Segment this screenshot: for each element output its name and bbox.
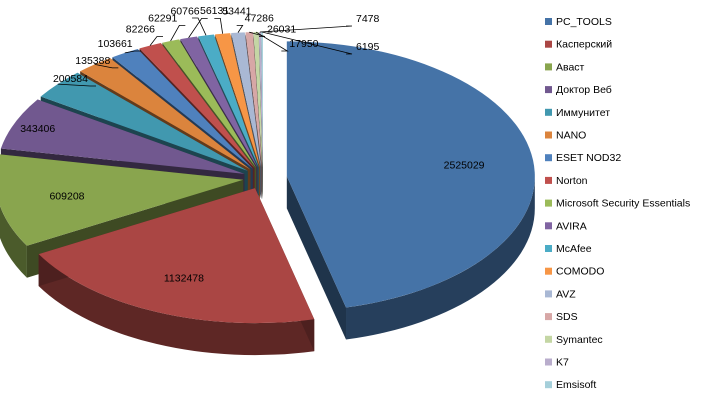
legend-label: Microsoft Security Essentials [556,198,690,210]
legend-swatch [545,176,552,184]
slice-side-1 [38,254,315,356]
legend-swatch [545,245,552,252]
data-label: 1132478 [164,272,204,284]
legend-label: Иммунитет [556,107,610,119]
legend-swatch [545,63,552,71]
data-label: 53441 [222,5,251,17]
legend-swatch [545,108,552,116]
legend-swatch [545,267,552,275]
legend-label: PC_TOOLS [556,16,612,28]
slice-nano [80,58,251,170]
leader-line [170,24,186,42]
legend-label: COMODO [556,266,604,278]
leader-lines [57,17,353,87]
legend-swatch [545,222,552,230]
slice-side-0 [346,176,535,340]
legend: PC_TOOLS Касперский Аваст Доктор Веб Иммунит… [545,16,690,391]
slice-comodo [215,33,260,168]
data-label: 62291 [148,12,177,24]
data-label: 56131 [200,5,229,17]
data-labels: 2525029 1132478 609208 343406 200584 135388 10… [20,5,484,284]
leader-line [249,31,266,37]
slice-face-0-1 [286,176,347,340]
legend-label: Касперский [556,39,612,51]
slice-eset-nod32 [112,48,253,169]
leader-line [259,25,353,33]
leader-line [261,31,353,55]
legend-label: AVZ [556,288,576,300]
legend-label: McAfee [556,243,592,255]
legend-label: NANO [556,130,586,142]
data-label: 82266 [126,24,155,36]
legend-swatch [545,335,552,343]
legend-label: SDS [556,311,578,323]
data-label: 135388 [75,55,110,67]
legend-swatch [545,381,552,389]
slice-avz [231,32,262,168]
data-label: 343406 [20,123,55,135]
data-label: 2525029 [444,160,485,172]
legend-label: Emsisoft [556,379,596,391]
legend-swatch [545,358,552,366]
leader-line [236,24,244,33]
slice-pc-tools [286,41,535,308]
leader-line [255,31,289,52]
slice-иммунитет [40,72,248,171]
slice-microsoft-security-essentials [162,39,257,168]
pie-slices [0,32,535,324]
legend-label: Доктор Веб [556,84,612,96]
legend-swatch [545,40,552,48]
legend-label: Аваст [556,61,585,73]
data-label: 6195 [356,41,380,53]
data-label: 200584 [53,73,88,85]
legend-label: Symantec [556,334,603,346]
slice-emsisoft [261,32,263,168]
slice-symantec [253,32,263,168]
leader-line [192,17,207,36]
leader-line [149,36,163,46]
legend-swatch [545,313,552,321]
slice-аваст [0,154,244,246]
slice-sds [245,32,262,168]
legend-label: K7 [556,357,569,369]
data-label: 17950 [289,38,318,50]
legend-swatch [545,86,552,94]
slice-k7 [258,32,263,168]
legend-swatch [545,154,552,162]
slice-касперский [38,188,315,324]
leader-line [94,64,119,69]
leader-line [188,17,208,38]
data-label: 60766 [170,5,199,17]
leader-line [124,50,141,54]
data-label: 47286 [245,12,274,24]
legend-label: ESET NOD32 [556,152,621,164]
data-label: 609208 [49,190,84,202]
data-label: 26031 [267,24,296,36]
legend-label: Norton [556,175,588,187]
legend-swatch [545,290,552,298]
slice-avira [180,36,258,168]
data-label: 7478 [356,13,380,25]
leader-line [57,83,96,87]
slice-доктор-веб [0,99,245,174]
legend-swatch [545,199,552,207]
legend-label: AVIRA [556,220,587,232]
legend-swatch [545,18,552,25]
slice-side-2 [0,205,27,278]
legend-swatch [545,131,552,139]
slice-norton [139,43,255,169]
slice-mcafee [198,34,259,168]
leader-line [214,17,224,34]
data-label: 103661 [98,38,133,50]
